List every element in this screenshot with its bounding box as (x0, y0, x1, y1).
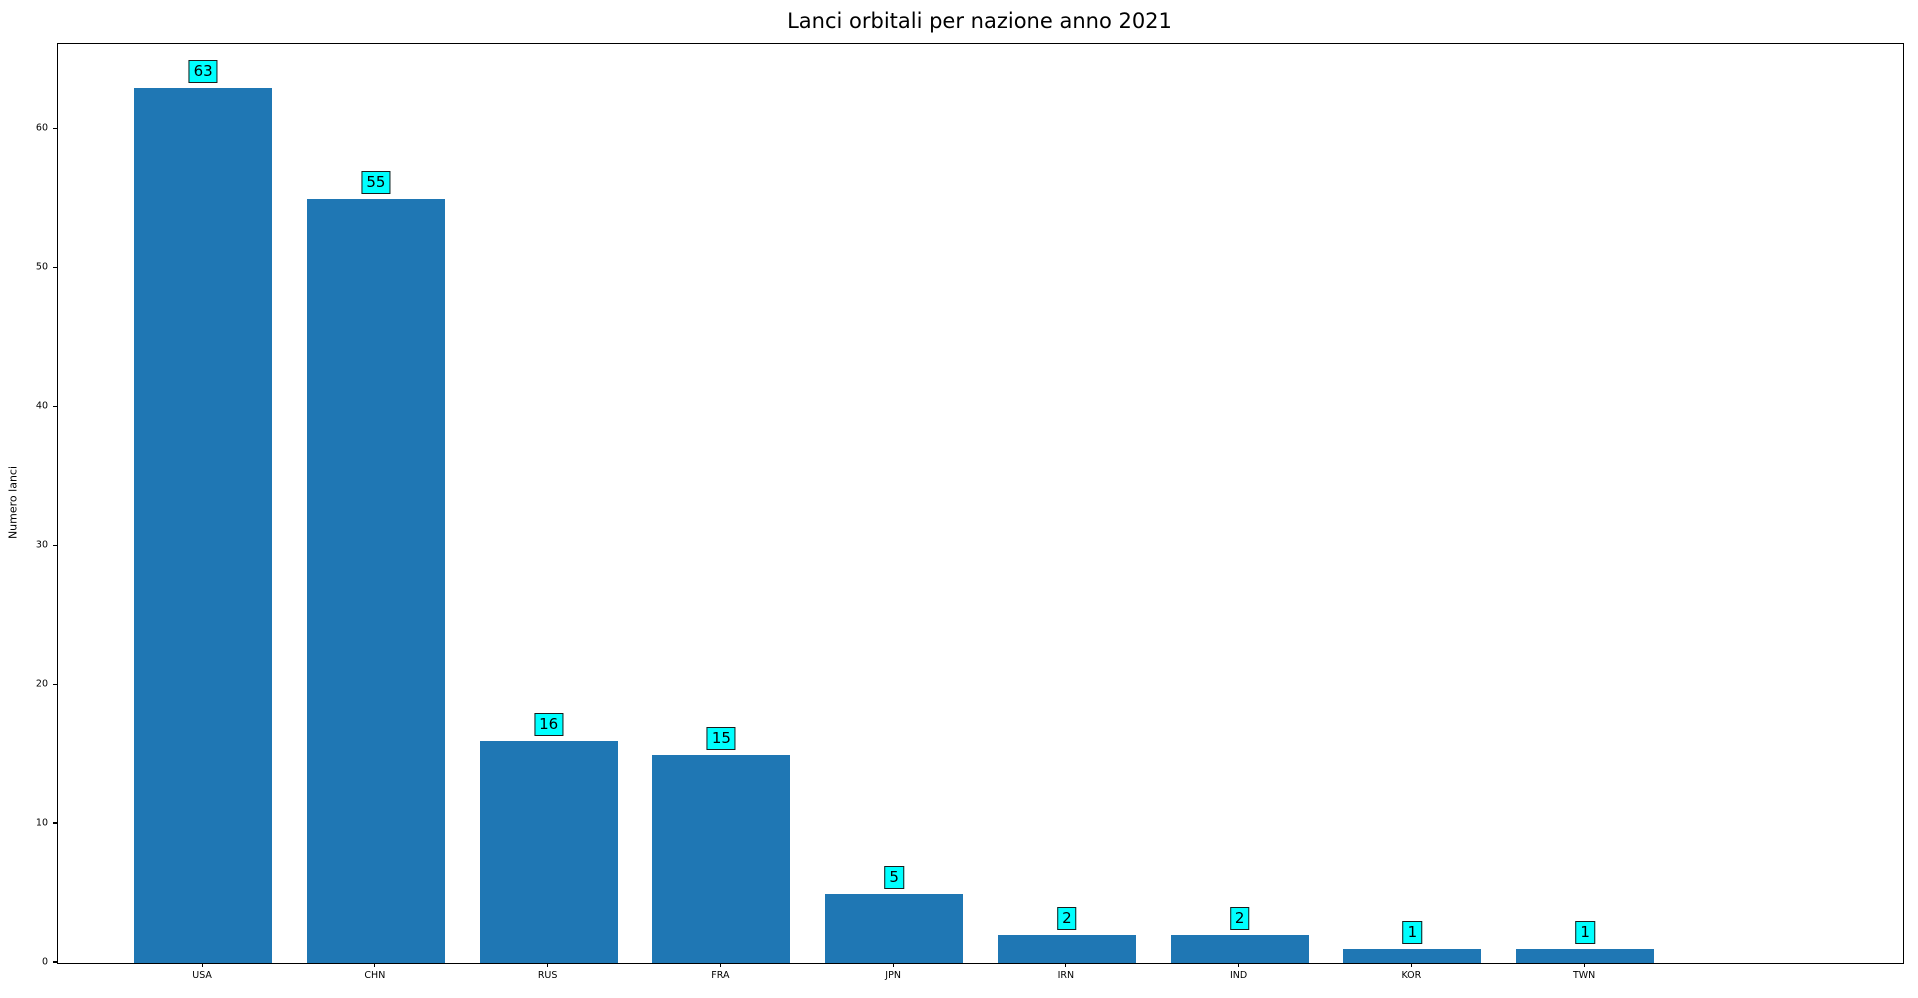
x-tick-label-KOR: KOR (1401, 970, 1422, 981)
bar-IRN (997, 935, 1136, 963)
y-tick-mark (53, 822, 57, 824)
y-tick-label: 30 (35, 539, 48, 551)
bar-FRA (652, 754, 791, 963)
x-tick-mark (374, 963, 376, 968)
x-tick-label-JPN: JPN (885, 970, 901, 981)
x-tick-label-RUS: RUS (537, 970, 558, 981)
y-tick-label: 0 (41, 956, 48, 968)
bar-JPN (825, 893, 964, 963)
value-label-KOR: 1 (1402, 921, 1423, 945)
value-label-JPN: 5 (884, 865, 904, 889)
x-tick-mark (1065, 963, 1067, 968)
x-tick-mark (1583, 963, 1585, 968)
value-label-CHN: 55 (361, 170, 391, 194)
bar-USA (134, 87, 273, 963)
y-tick-label: 10 (35, 817, 48, 829)
x-tick-mark (547, 963, 549, 968)
value-label-IRN: 2 (1057, 907, 1077, 931)
value-label-IND: 2 (1229, 907, 1250, 931)
x-tick-mark (201, 963, 203, 968)
x-tick-mark (719, 963, 721, 968)
y-tick-label: 40 (35, 400, 48, 412)
value-label-RUS: 16 (534, 712, 564, 736)
x-tick-label-IRN: IRN (1057, 970, 1075, 981)
x-tick-mark (1238, 963, 1240, 968)
y-tick-mark (53, 266, 57, 268)
plot-area: 63 55 16 15 5 2 2 1 1 (57, 43, 1904, 964)
value-label-USA: 63 (188, 59, 218, 83)
bar-IND (1170, 935, 1309, 963)
y-tick-mark (53, 544, 57, 546)
chart-title: Lanci orbitali per nazione anno 2021 (787, 9, 1172, 33)
y-tick-mark (53, 961, 57, 963)
y-tick-mark (53, 683, 57, 685)
bar-CHN (306, 198, 445, 963)
y-tick-label: 50 (35, 261, 48, 273)
x-tick-label-CHN: CHN (364, 970, 386, 981)
bar-RUS (479, 740, 618, 963)
x-tick-label-FRA: FRA (711, 970, 730, 981)
bar-KOR (1343, 949, 1482, 963)
x-tick-label-IND: IND (1230, 970, 1248, 981)
x-tick-label-USA: USA (192, 970, 212, 981)
y-tick-label: 20 (35, 678, 48, 690)
value-label-TWN: 1 (1575, 921, 1595, 945)
x-tick-label-TWN: TWN (1572, 970, 1596, 981)
x-tick-mark (892, 963, 894, 968)
y-tick-mark (53, 405, 57, 407)
x-tick-mark (1410, 963, 1412, 968)
y-tick-label: 60 (35, 122, 48, 134)
y-tick-mark (53, 127, 57, 130)
bar-TWN (1516, 949, 1655, 963)
value-label-FRA: 15 (706, 726, 736, 750)
